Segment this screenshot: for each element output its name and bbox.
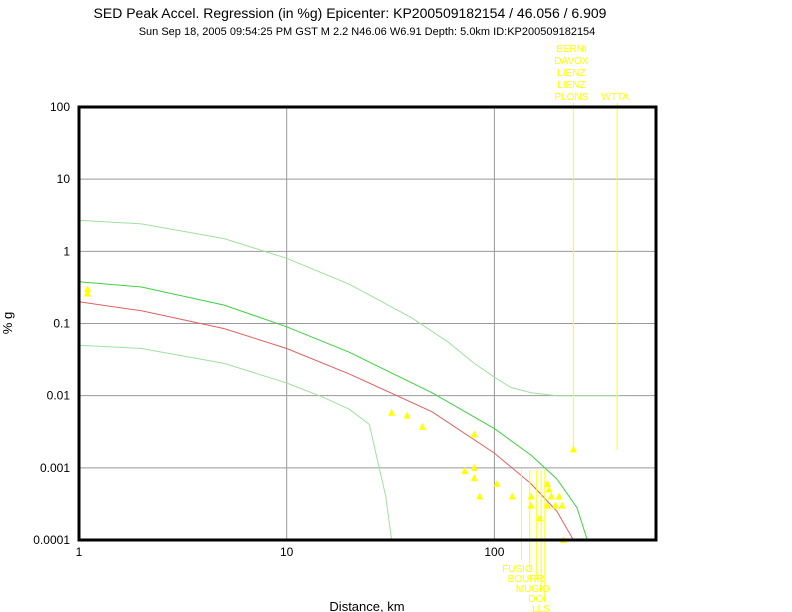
station-label-bottom: BOURR — [508, 574, 544, 585]
curve-outer-2 — [78, 219, 620, 397]
station-label-top: BERNI — [556, 44, 587, 55]
y-tick-label: 10 — [57, 172, 71, 186]
data-point — [536, 514, 544, 522]
data-point — [547, 492, 555, 500]
station-label-bottom: LLS — [532, 604, 550, 612]
data-point — [558, 501, 566, 509]
grid-lines — [79, 107, 656, 540]
data-point — [552, 501, 560, 509]
station-label-top: LIENZ — [557, 68, 585, 79]
curve-sigma-1 — [78, 281, 588, 541]
x-tick-labels: 1 10 100 — [76, 545, 505, 559]
plot-frame — [77, 105, 658, 542]
x-axis-label: Distance, km — [329, 599, 404, 612]
data-point — [84, 285, 92, 293]
station-leader-lines — [520, 103, 618, 600]
station-label-top: LIENZ — [557, 80, 585, 91]
station-label-bottom: DOI — [528, 594, 546, 605]
data-point — [527, 492, 535, 500]
data-point — [508, 492, 516, 500]
data-point — [470, 430, 478, 438]
regression-curves — [78, 219, 620, 541]
data-point — [84, 289, 92, 297]
chart-subtitle: Sun Sep 18, 2005 09:54:25 PM GST M 2.2 N… — [139, 26, 596, 38]
y-tick-label: 0.0001 — [33, 533, 70, 547]
data-point — [470, 463, 478, 471]
x-tick-label: 100 — [484, 545, 504, 559]
y-axis-label: % g — [0, 312, 15, 334]
station-label-top: DAVOX — [554, 56, 589, 67]
y-tick-label: 0.01 — [47, 389, 71, 403]
station-label-bottom: FUSIO — [502, 564, 533, 575]
data-point — [555, 492, 563, 500]
data-point — [543, 479, 551, 487]
x-tick-label: 10 — [280, 545, 294, 559]
data-point — [493, 479, 501, 487]
x-tick-label: 1 — [76, 545, 83, 559]
curve-outer-3 — [78, 344, 393, 541]
data-point — [388, 408, 396, 416]
data-point — [418, 422, 426, 430]
y-tick-label: 100 — [50, 100, 70, 114]
data-point — [543, 501, 551, 509]
station-label-top: WTTA — [601, 92, 629, 103]
data-point — [461, 467, 469, 475]
curve-regression-0 — [78, 301, 574, 541]
station-label-top: PLONS — [554, 92, 588, 103]
station-label-bottom: MUGIO — [516, 584, 550, 595]
data-point — [545, 485, 553, 493]
data-point — [527, 501, 535, 509]
data-point — [476, 492, 484, 500]
y-tick-label: 1 — [63, 244, 70, 258]
data-point — [470, 474, 478, 482]
y-tick-label: 0.001 — [40, 461, 70, 475]
data-point — [403, 411, 411, 419]
y-tick-label: 0.1 — [53, 317, 70, 331]
y-tick-labels: 100 10 1 0.1 0.01 0.001 0.0001 — [33, 100, 70, 547]
chart-title: SED Peak Accel. Regression (in %g) Epice… — [94, 5, 607, 21]
data-point — [569, 445, 577, 453]
